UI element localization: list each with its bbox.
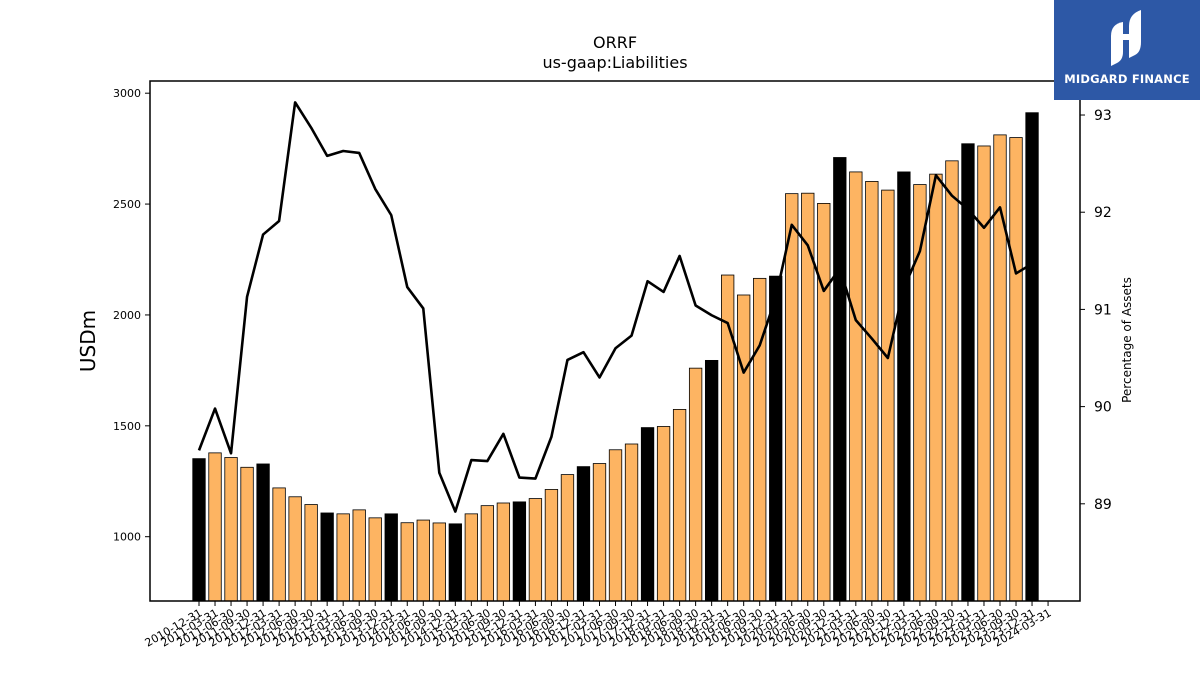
bar <box>496 502 511 602</box>
y2-axis-label: Percentage of Assets <box>1120 277 1134 403</box>
y-axis-label: USDm <box>76 310 100 372</box>
bar <box>304 504 318 602</box>
bar <box>977 145 991 602</box>
y-tick-label: 3000 <box>113 87 141 100</box>
bar <box>865 181 879 602</box>
y-tick-label: 1000 <box>113 531 141 544</box>
bar <box>240 466 254 602</box>
bar <box>704 359 719 602</box>
bar <box>592 463 607 602</box>
bar <box>833 157 847 602</box>
y2-tick-label: 89 <box>1094 497 1112 513</box>
bar <box>945 160 959 602</box>
bar <box>929 173 943 602</box>
brand-logo-text: MIDGARD FINANCE <box>1064 72 1190 86</box>
y-tick-label: 2000 <box>113 309 141 322</box>
bar <box>544 489 559 602</box>
bar <box>192 458 206 602</box>
bar <box>576 466 591 602</box>
bar <box>753 277 767 602</box>
bar <box>961 143 975 602</box>
bar <box>849 171 863 602</box>
series-line <box>197 101 1033 513</box>
y2-tick-label: 90 <box>1094 400 1112 416</box>
bar <box>512 501 527 602</box>
bar <box>384 513 398 602</box>
bar <box>288 496 302 602</box>
bar <box>688 367 703 602</box>
bar <box>336 513 350 602</box>
bar <box>608 449 623 602</box>
bar <box>1009 137 1023 602</box>
bar <box>416 519 430 602</box>
bar <box>737 294 751 602</box>
y2-tick-label: 91 <box>1094 302 1112 318</box>
bar <box>256 463 270 602</box>
y-tick-label: 2500 <box>113 198 141 211</box>
bar <box>480 505 495 602</box>
chart-subtitle: us-gaap:Liabilities <box>542 53 687 72</box>
y2-tick-label: 93 <box>1094 108 1112 124</box>
midgard-logo-icon <box>1111 10 1141 66</box>
bar <box>528 498 543 602</box>
bar <box>352 509 366 602</box>
bar <box>1025 112 1039 602</box>
bar <box>897 171 911 602</box>
brand-logo: MIDGARD FINANCE <box>1054 0 1200 100</box>
bar <box>817 203 831 602</box>
bar <box>368 517 382 602</box>
bar <box>400 522 414 602</box>
bar <box>769 275 783 602</box>
bar <box>656 426 671 602</box>
bar <box>640 427 655 602</box>
bar <box>881 189 895 602</box>
bar <box>785 193 799 602</box>
bar <box>320 512 334 602</box>
bar <box>672 409 687 602</box>
y-tick-label: 1500 <box>113 420 141 433</box>
bar <box>272 487 286 602</box>
bar <box>432 522 446 602</box>
bar <box>448 523 462 602</box>
bar <box>464 513 478 602</box>
bar <box>993 134 1007 602</box>
bar <box>624 443 639 602</box>
bar <box>224 457 238 602</box>
chart-title: ORRF <box>593 33 637 52</box>
plot-frame <box>149 80 1081 602</box>
bar <box>208 452 222 602</box>
y2-tick-label: 92 <box>1094 205 1112 221</box>
bar <box>560 474 575 602</box>
